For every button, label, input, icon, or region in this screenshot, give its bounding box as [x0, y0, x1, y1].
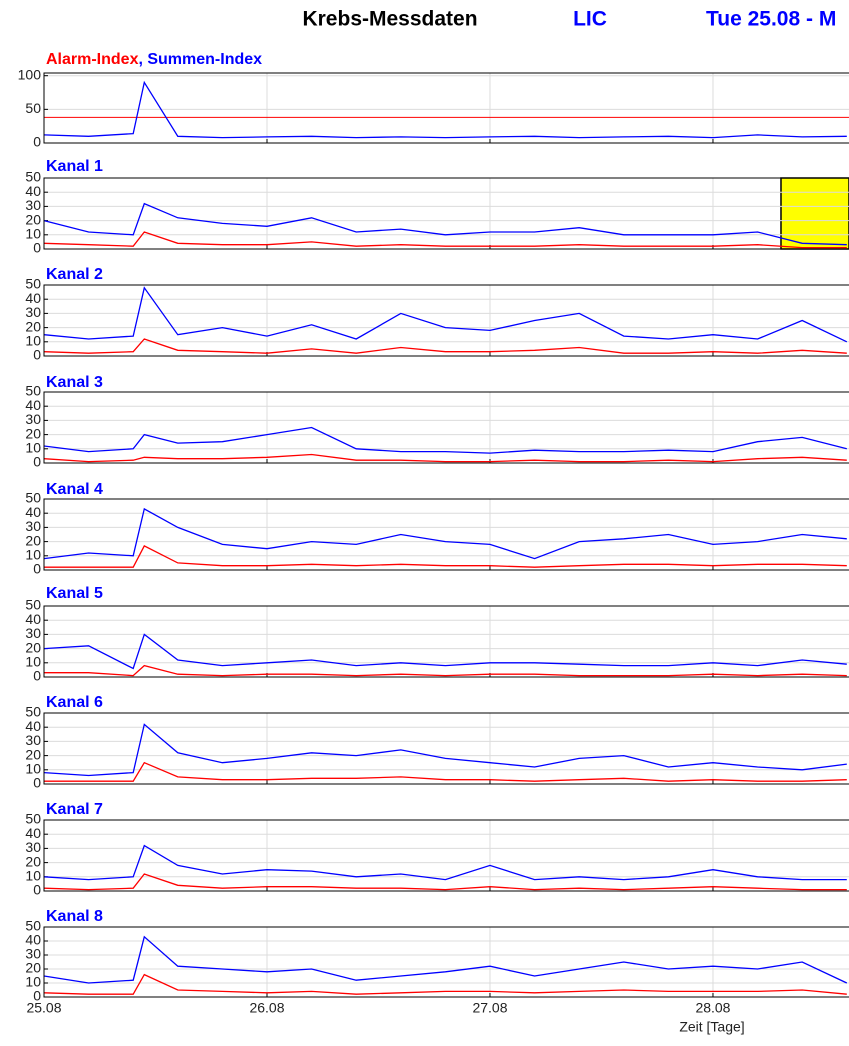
y-tick-label: 20 — [25, 960, 41, 976]
data-line — [44, 761, 847, 782]
plot-frame — [43, 605, 849, 678]
y-tick-label: 50 — [25, 597, 41, 613]
y-tick-label: 10 — [25, 547, 41, 563]
data-line — [43, 453, 847, 463]
y-tick-label: 0 — [33, 454, 41, 470]
y-tick-label: 0 — [33, 988, 41, 1004]
y-tick-label: 0 — [33, 668, 41, 684]
y-tick-label: 20 — [25, 532, 41, 548]
x-axis-label: Zeit [Tage] — [679, 1019, 744, 1035]
data-line — [44, 545, 847, 568]
y-tick-label: 20 — [25, 211, 41, 227]
y-tick-label: 10 — [25, 654, 41, 670]
plot-frame — [43, 177, 849, 250]
x-tick-label: 27.08 — [472, 1000, 507, 1016]
y-tick-label: 30 — [25, 839, 41, 855]
y-tick-label: 10 — [25, 761, 41, 777]
y-tick-label: 20 — [25, 639, 41, 655]
data-line — [43, 426, 847, 454]
plot-frame — [43, 284, 849, 357]
y-tick-label: 40 — [25, 932, 41, 948]
panel-title: Kanal 3 — [46, 374, 103, 391]
x-tick-label: 25.08 — [26, 1000, 61, 1016]
panel-title: Kanal 5 — [46, 585, 103, 602]
data-line — [43, 935, 848, 984]
plot-frame — [43, 926, 849, 998]
y-tick-label: 10 — [25, 226, 41, 242]
y-tick-label: 40 — [25, 611, 41, 627]
y-tick-label: 30 — [25, 625, 41, 641]
y-tick-label: 50 — [25, 100, 41, 116]
data-line — [43, 231, 847, 249]
y-tick-label: 40 — [25, 397, 41, 413]
y-tick-label: 50 — [25, 811, 41, 827]
panel-title: Kanal 2 — [46, 266, 103, 283]
page-title: Krebs-Messdaten — [302, 8, 477, 31]
panel-title: Alarm-Index, Summen-Index — [46, 51, 262, 68]
y-tick-label: 30 — [25, 518, 41, 534]
panel-title: Kanal 4 — [46, 481, 103, 498]
y-tick-label: 20 — [25, 853, 41, 869]
x-tick-label: 28.08 — [695, 1000, 730, 1016]
y-tick-label: 40 — [25, 504, 41, 520]
y-tick-label: 30 — [25, 946, 41, 962]
panel-title: Kanal 6 — [46, 694, 103, 711]
plot-frame — [43, 498, 849, 571]
data-line — [43, 507, 847, 560]
panel-title: Kanal 1 — [46, 158, 103, 175]
data-line — [43, 873, 847, 891]
y-tick-label: 50 — [25, 383, 41, 399]
y-tick-label: 10 — [25, 974, 41, 990]
y-tick-label: 0 — [33, 775, 41, 791]
y-tick-label: 0 — [33, 561, 41, 577]
y-tick-label: 10 — [25, 440, 41, 456]
plot-frame — [43, 72, 849, 144]
y-tick-label: 40 — [25, 825, 41, 841]
plot-frame — [43, 391, 849, 464]
y-tick-label: 40 — [25, 183, 41, 199]
data-line — [43, 973, 847, 995]
x-tick-label: 26.08 — [249, 1000, 284, 1016]
legend-entry: , Summen-Index — [138, 51, 262, 68]
data-line — [43, 723, 847, 777]
y-tick-label: 20 — [25, 746, 41, 762]
data-line — [43, 338, 847, 354]
plot-frame — [43, 819, 849, 892]
data-line — [43, 633, 847, 670]
y-tick-label: 40 — [25, 290, 41, 306]
y-tick-label: 30 — [25, 197, 41, 213]
y-tick-label: 0 — [33, 882, 41, 898]
y-tick-label: 20 — [25, 318, 41, 334]
y-tick-label: 100 — [18, 66, 42, 82]
y-tick-label: 50 — [25, 169, 41, 185]
y-tick-label: 50 — [25, 490, 41, 506]
y-tick-label: 50 — [25, 918, 41, 934]
y-tick-label: 0 — [33, 347, 41, 363]
page-date: Tue 25.08 - M — [706, 8, 836, 31]
page-subtitle: LIC — [573, 8, 607, 31]
data-line — [43, 202, 847, 246]
legend-entry: Alarm-Index — [46, 51, 139, 68]
y-tick-label: 20 — [25, 425, 41, 441]
y-tick-label: 30 — [25, 304, 41, 320]
data-line — [44, 664, 847, 677]
panel-title: Kanal 8 — [46, 908, 103, 925]
y-tick-label: 10 — [25, 868, 41, 884]
data-line — [43, 286, 848, 343]
data-line — [43, 80, 847, 139]
y-tick-label: 30 — [25, 411, 41, 427]
data-line — [43, 844, 847, 881]
panel-title: Kanal 7 — [46, 801, 103, 818]
y-tick-label: 50 — [25, 276, 41, 292]
plot-frame — [43, 712, 849, 785]
y-tick-label: 0 — [33, 134, 41, 150]
y-tick-label: 30 — [25, 732, 41, 748]
y-tick-label: 0 — [33, 240, 41, 256]
highlight-box — [780, 177, 849, 250]
y-tick-label: 10 — [25, 333, 41, 349]
y-tick-label: 50 — [25, 704, 41, 720]
y-tick-label: 40 — [25, 718, 41, 734]
